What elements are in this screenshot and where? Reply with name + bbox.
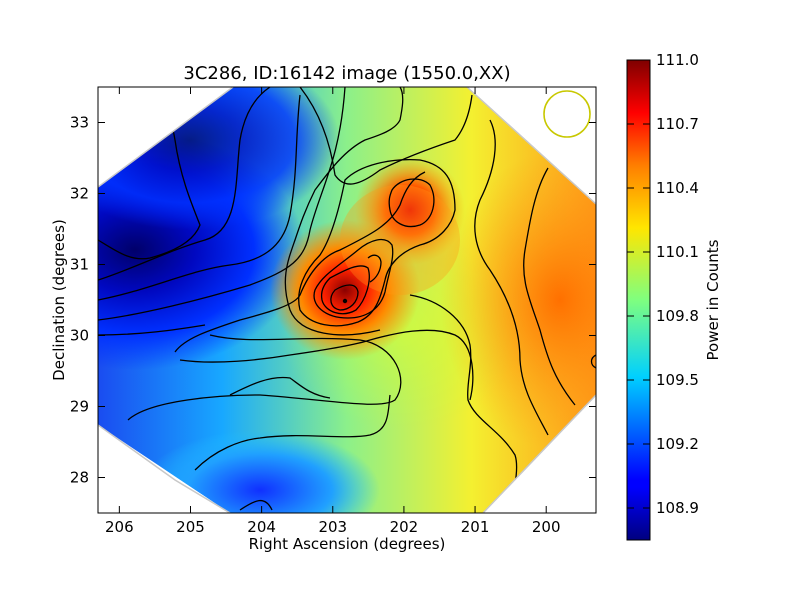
y-axis-label: Declination (degrees) (50, 219, 68, 381)
colorbar-axis: 108.9 109.2 109.5 109.8 110.1 110.4 110.7 111.0 (627, 51, 699, 517)
y-tick-label: 30 (70, 327, 89, 345)
heatmap (98, 87, 596, 513)
colorbar-tick-label: 108.9 (656, 499, 699, 517)
x-tick-label: 201 (461, 518, 490, 536)
y-tick-label: 32 (70, 185, 89, 203)
y-tick-label: 33 (70, 114, 89, 132)
colorbar-tick-label: 110.7 (656, 115, 699, 133)
colorbar-tick-label: 109.5 (656, 371, 699, 389)
x-tick-label: 205 (176, 518, 205, 536)
y-tick-label: 28 (70, 469, 89, 487)
x-tick-label: 202 (390, 518, 419, 536)
colorbar-tick-label: 110.1 (656, 243, 699, 261)
colorbar-tick-label: 111.0 (656, 51, 699, 69)
beam-marker (543, 90, 591, 138)
plot-frame (97, 86, 597, 514)
chart-title: 3C286, ID:16142 image (1550.0,XX) (183, 63, 510, 84)
x-tick-label: 203 (318, 518, 347, 536)
y-tick-label: 31 (70, 256, 89, 274)
colorbar (626, 59, 651, 541)
y-axis: 28 29 30 31 32 33 (70, 114, 596, 487)
colorbar-tick-label: 109.8 (656, 307, 699, 325)
x-axis-label: Right Ascension (degrees) (249, 535, 446, 553)
peak-marker (342, 298, 348, 304)
colorbar-tick-label: 109.2 (656, 435, 699, 453)
x-axis: 206 205 204 203 202 201 200 (105, 87, 561, 536)
colorbar-tick-label: 110.4 (656, 179, 699, 197)
x-tick-label: 206 (105, 518, 134, 536)
x-tick-label: 200 (532, 518, 561, 536)
y-tick-label: 29 (70, 398, 89, 416)
x-tick-label: 204 (247, 518, 276, 536)
colorbar-label: Power in Counts (704, 239, 722, 360)
